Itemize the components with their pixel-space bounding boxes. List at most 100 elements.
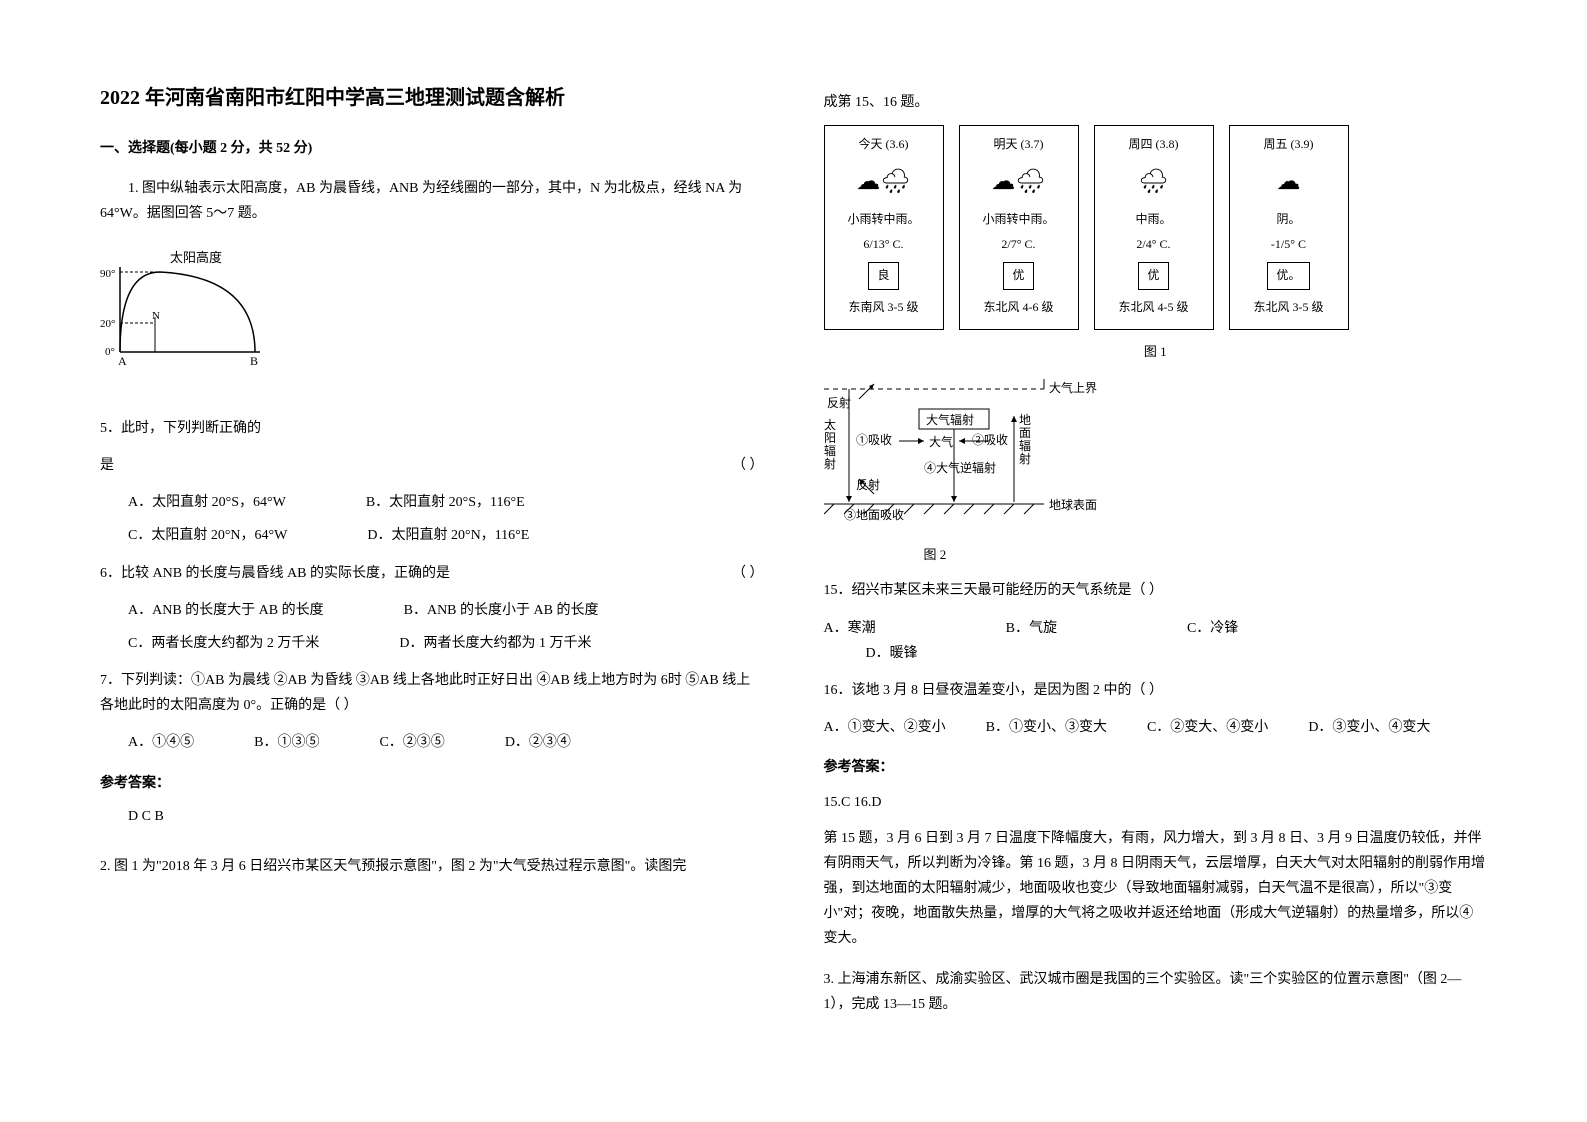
rain-icon: 🌧 [1107, 161, 1201, 204]
svg-text:A: A [118, 354, 127, 368]
q16-stem: 16．该地 3 月 8 日昼夜温差变小，是因为图 2 中的（ ） [824, 678, 1488, 703]
svg-text:90°: 90° [100, 268, 115, 280]
answer-heading-2: 参考答案： [824, 755, 1488, 780]
air-quality: 优 [1003, 262, 1033, 290]
svg-text:②吸收: ②吸收 [972, 433, 1008, 447]
q5-opt-a: A．太阳直射 20°S，64°W [128, 490, 286, 515]
q16-opt-c: C．②变大、④变小 [1147, 715, 1268, 740]
q7-opt-b: B．①③⑤ [254, 730, 319, 755]
weather-desc: 阴。 [1242, 209, 1336, 231]
svg-text:射: 射 [824, 456, 836, 471]
weather-day: 今天 (3.6) [837, 134, 931, 156]
svg-text:太: 太 [824, 417, 836, 432]
weather-day: 周五 (3.9) [1242, 134, 1336, 156]
q5-stem-b: 是 [100, 453, 114, 478]
svg-text:大气辐射: 大气辐射 [926, 412, 974, 427]
q15-opt-b: B．气旋 [1006, 616, 1057, 641]
explanation: 第 15 题，3 月 6 日到 3 月 7 日温度下降幅度大，有雨，风力增大，到… [824, 826, 1488, 952]
section-heading: 一、选择题(每小题 2 分，共 52 分) [100, 136, 764, 161]
q7-opt-a: A．①④⑤ [128, 730, 194, 755]
svg-text:③地面吸收: ③地面吸收 [844, 508, 904, 522]
right-column: 成第 15、16 题。 今天 (3.6) ☁︎🌧 小雨转中雨。 6/13° C.… [824, 80, 1488, 1027]
svg-text:地: 地 [1019, 413, 1031, 427]
svg-text:地球表面: 地球表面 [1049, 498, 1097, 512]
weather-card-1: 明天 (3.7) ☁︎🌧 小雨转中雨。 2/7° C. 优 东北风 4-6 级 [959, 125, 1079, 330]
weather-card-0: 今天 (3.6) ☁︎🌧 小雨转中雨。 6/13° C. 良 东南风 3-5 级 [824, 125, 944, 330]
q7-opt-d: D．②③④ [505, 730, 571, 755]
svg-text:B: B [250, 354, 258, 368]
weather-wind: 东北风 4-6 级 [972, 297, 1066, 319]
svg-text:面: 面 [1019, 426, 1031, 440]
weather-wind: 东北风 3-5 级 [1242, 297, 1336, 319]
figure-1-label: 图 1 [824, 340, 1488, 363]
answer-567: D C B [128, 804, 764, 829]
q7-opt-c: C．②③⑤ [379, 730, 444, 755]
weather-card-2: 周四 (3.8) 🌧 中雨。 2/4° C. 优 东北风 4-5 级 [1094, 125, 1214, 330]
q15-stem: 15．绍兴市某区未来三天最可能经历的天气系统是（ ） [824, 578, 1488, 603]
figure-2-label: 图 2 [924, 543, 1488, 566]
svg-text:辐: 辐 [824, 443, 836, 458]
q1-intro: 1. 图中纵轴表示太阳高度，AB 为晨昏线，ANB 为经线圈的一部分，其中，N … [100, 176, 764, 226]
svg-text:④大气逆辐射: ④大气逆辐射 [924, 460, 996, 475]
q5-opt-b: B．太阳直射 20°S，116°E [366, 490, 525, 515]
q5-opt-d: D．太阳直射 20°N，116°E [367, 523, 529, 548]
weather-day: 周四 (3.8) [1107, 134, 1201, 156]
air-quality: 优 [1138, 262, 1168, 290]
q16-opt-b: B．①变小、③变大 [986, 715, 1107, 740]
page-title: 2022 年河南省南阳市红阳中学高三地理测试题含解析 [100, 80, 764, 116]
svg-text:反射: 反射 [827, 395, 851, 410]
rain-cloud-icon: ☁︎🌧 [837, 161, 931, 204]
weather-temp: -1/5° C [1242, 234, 1336, 256]
weather-desc: 中雨。 [1107, 209, 1201, 231]
q16-opt-d: D．③变小、④变大 [1308, 715, 1430, 740]
q6-options: A．ANB 的长度大于 AB 的长度 B．ANB 的长度小于 AB 的长度 C．… [128, 598, 764, 656]
weather-desc: 小雨转中雨。 [837, 209, 931, 231]
q6-paren: （ ） [732, 561, 764, 586]
svg-text:射: 射 [1019, 451, 1031, 466]
q6-stem: 6．比较 ANB 的长度与晨昏线 AB 的实际长度，正确的是 [100, 561, 450, 586]
svg-text:①吸收: ①吸收 [856, 433, 892, 447]
weather-forecast: 今天 (3.6) ☁︎🌧 小雨转中雨。 6/13° C. 良 东南风 3-5 级… [824, 125, 1488, 330]
answer-heading-1: 参考答案： [100, 771, 764, 796]
answer-1516: 15.C 16.D [824, 790, 1488, 815]
q5-stem-line1: 5．此时，下列判断正确的 [100, 416, 764, 441]
q5-paren: （ ） [732, 453, 764, 478]
weather-wind: 东南风 3-5 级 [837, 297, 931, 319]
q6-stem-row: 6．比较 ANB 的长度与晨昏线 AB 的实际长度，正确的是 （ ） [100, 561, 764, 586]
q15-opt-d: D．暖锋 [866, 641, 1488, 666]
q2-intro: 2. 图 1 为"2018 年 3 月 6 日绍兴市某区天气预报示意图"，图 2… [100, 854, 764, 879]
q3-intro: 3. 上海浦东新区、成渝实验区、武汉城市圈是我国的三个实验区。读"三个实验区的位… [824, 967, 1488, 1017]
rain-cloud-icon: ☁︎🌧 [972, 161, 1066, 204]
svg-text:大气: 大气 [929, 434, 953, 449]
weather-temp: 2/7° C. [972, 234, 1066, 256]
svg-text:辐: 辐 [1019, 438, 1031, 453]
q15-opt-c: C．冷锋 [1187, 616, 1238, 641]
weather-desc: 小雨转中雨。 [972, 209, 1066, 231]
q5-stem-line2: 是 （ ） [100, 453, 764, 478]
svg-text:大气上界: 大气上界 [1049, 380, 1097, 395]
q6-opt-c: C．两者长度大约都为 2 万千米 [128, 631, 319, 656]
svg-text:0°: 0° [105, 346, 115, 358]
q16-options: A．①变大、②变小 B．①变小、③变大 C．②变大、④变小 D．③变小、④变大 [824, 715, 1488, 740]
q6-opt-a: A．ANB 的长度大于 AB 的长度 [128, 598, 324, 623]
cloud-icon: ☁ [1242, 161, 1336, 204]
weather-day: 明天 (3.7) [972, 134, 1066, 156]
q16-opt-a: A．①变大、②变小 [824, 715, 946, 740]
left-column: 2022 年河南省南阳市红阳中学高三地理测试题含解析 一、选择题(每小题 2 分… [100, 80, 764, 1027]
diagram-sun-altitude: 太阳高度 90° 20° 0° N A B [100, 247, 764, 386]
air-quality: 优。 [1267, 262, 1309, 290]
q5-options: A．太阳直射 20°S，64°W B．太阳直射 20°S，116°E C．太阳直… [128, 490, 764, 548]
q7-options: A．①④⑤ B．①③⑤ C．②③⑤ D．②③④ [128, 730, 764, 755]
q5-opt-c: C．太阳直射 20°N，64°W [128, 523, 287, 548]
weather-wind: 东北风 4-5 级 [1107, 297, 1201, 319]
weather-temp: 6/13° C. [837, 234, 931, 256]
q6-opt-b: B．ANB 的长度小于 AB 的长度 [404, 598, 599, 623]
air-quality: 良 [868, 262, 898, 290]
y-axis-label: 太阳高度 [170, 250, 222, 265]
weather-card-3: 周五 (3.9) ☁ 阴。 -1/5° C 优。 东北风 3-5 级 [1229, 125, 1349, 330]
diagram-heat-process: 大气上界 大气辐射 反射 太 阳 辐 射 ①吸收 大气 ②吸收 地 面 辐 射 [824, 374, 1488, 533]
q2-intro-cont: 成第 15、16 题。 [824, 90, 1488, 115]
svg-text:20°: 20° [100, 318, 115, 330]
q7-stem: 7．下列判读：①AB 为晨线 ②AB 为昏线 ③AB 线上各地此时正好日出 ④A… [100, 668, 764, 718]
weather-temp: 2/4° C. [1107, 234, 1201, 256]
